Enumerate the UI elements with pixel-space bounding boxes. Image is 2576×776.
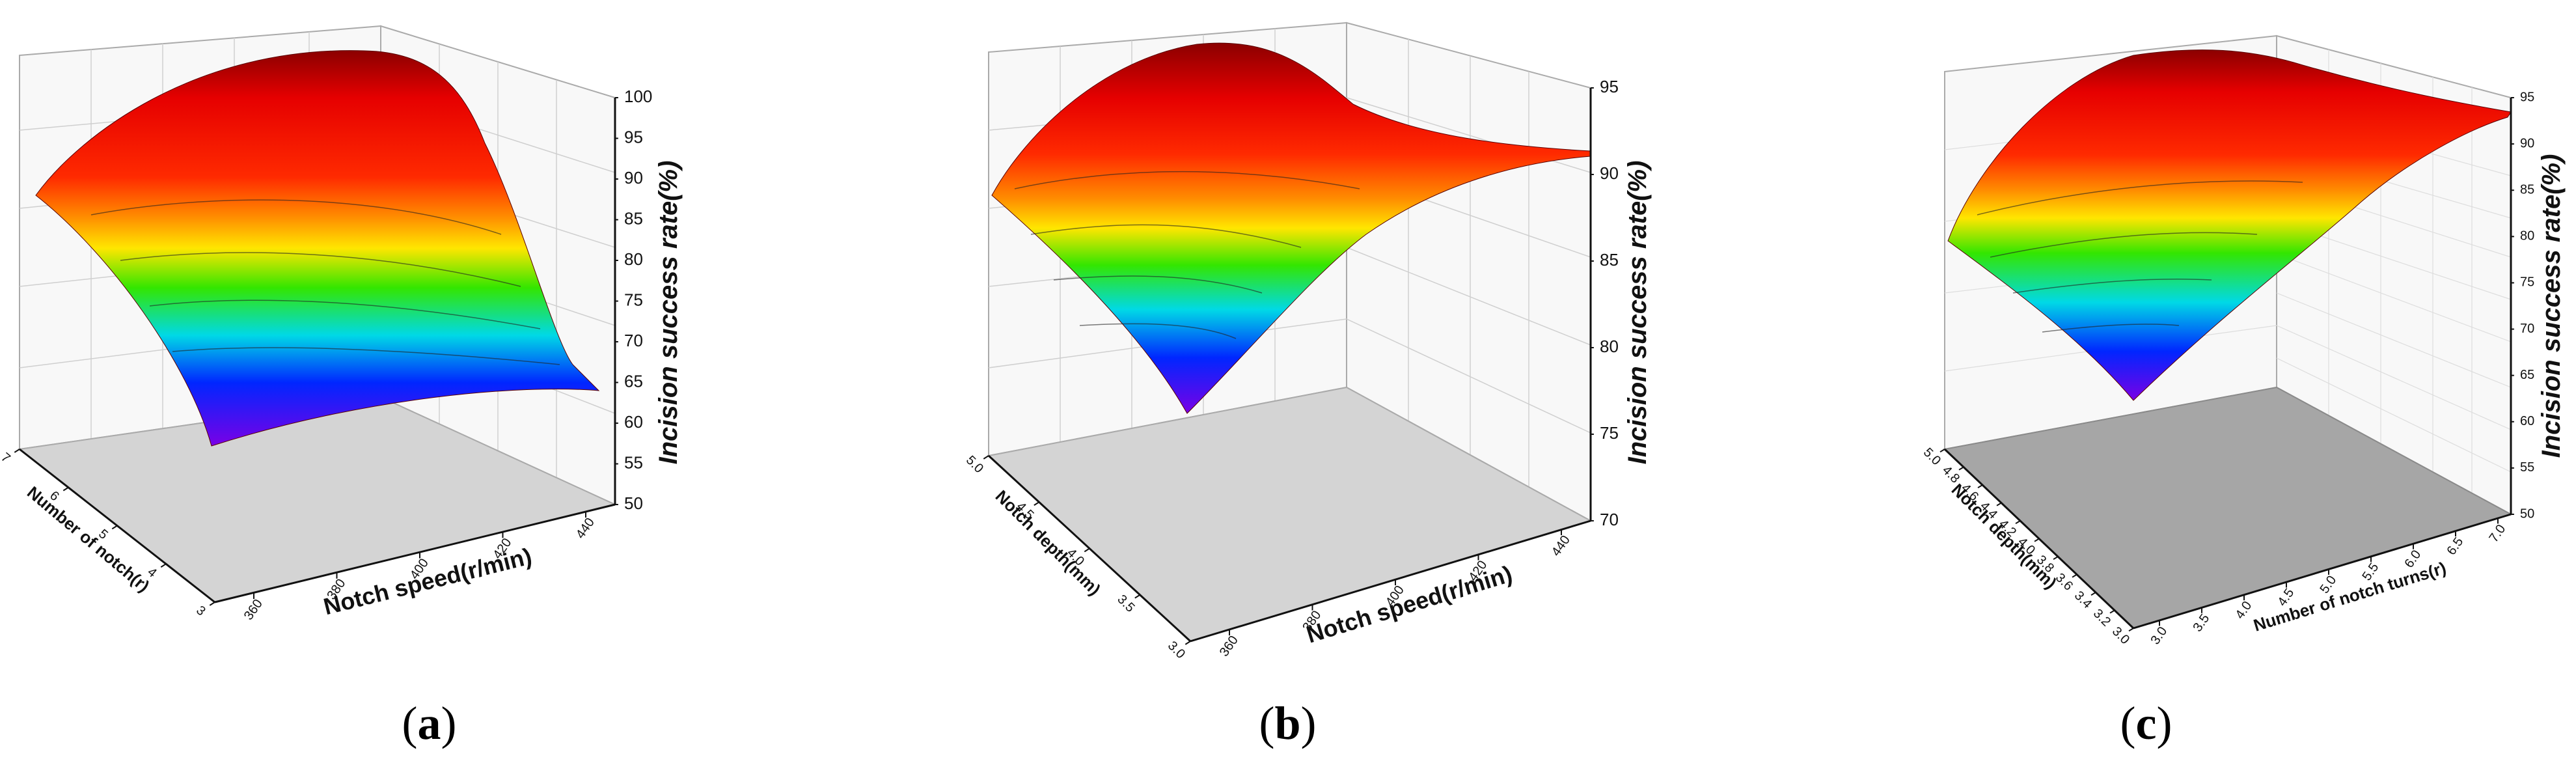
tick-mark [1134,594,1141,599]
tick-mark [1958,466,1964,471]
tick-label: 55 [2520,460,2534,475]
tick-label: 85 [1600,250,1619,270]
tick-label: 3 [193,603,208,618]
surface-contours [90,199,560,365]
tick-label: 7.0 [2486,522,2508,545]
tick-label: 75 [2520,275,2534,290]
tick-label: 65 [624,371,643,391]
tick-mark [1034,501,1040,506]
tick-label: 60 [2520,414,2534,428]
tick-mark [111,525,118,530]
tick-mark [2053,556,2059,561]
panel-a: 50 55 60 65 70 75 80 85 90 95 100 Incision success… [0,0,858,776]
tick-label: 70 [624,331,643,350]
tick-label: 3.2 [2090,606,2113,629]
tick-label: 7 [0,450,13,465]
tick-mark [14,449,20,453]
y-axis-line [214,503,616,603]
z-axis-label: Incision success rate(%) [2537,154,2566,458]
tick-label: 360 [241,597,266,623]
response-surface [1947,49,2512,401]
tick-label: 75 [624,290,643,309]
tick-mark [1185,641,1191,645]
tick-label: 50 [2520,506,2534,521]
tick-mark [2034,538,2040,542]
tick-mark [1939,449,1945,453]
tick-label: 50 [624,493,643,513]
tick-mark [2109,609,2115,614]
response-surface [991,42,1591,414]
tick-label: 3.5 [1114,592,1137,615]
surface-chart-b: 70 75 80 85 90 95 Incision success rate(%) 5.… [963,21,1652,661]
y-axis-line [1190,520,1591,643]
tick-mark [2128,628,2134,632]
z-axis-label: Incision success rate(%) [1623,161,1652,465]
tick-mark [2015,520,2021,525]
surface-chart-c: 50 55 60 65 70 75 80 85 90 95 Incision success ra… [1921,35,2566,647]
tick-label: 3.4 [2072,589,2094,611]
tick-label: 100 [624,87,652,106]
caption-b: (b) [1259,697,1317,749]
tick-label: 55 [624,452,643,472]
tick-label: 3.0 [2148,624,2170,647]
response-surface [35,50,600,447]
tick-mark [1996,502,2002,506]
tick-label: 95 [624,127,643,146]
tick-label: 80 [624,249,643,269]
tick-label: 90 [624,168,643,187]
tick-label: 70 [1600,510,1619,529]
tick-mark [209,602,215,606]
panel-c: 50 55 60 65 70 75 80 85 90 95 Incision success ra… [1717,0,2575,776]
tick-mark [2072,574,2077,578]
surface-chart-a: 50 55 60 65 70 75 80 85 90 95 100 Incision success… [0,25,683,623]
tick-label: 3.0 [2109,624,2132,647]
caption-c: (c) [2120,697,2172,749]
z-axis-label: Incision success rate(%) [654,161,683,465]
tick-mark [62,486,69,492]
surface-contours [1014,171,1360,339]
tick-label: 360 [1217,633,1241,659]
tick-mark [1977,484,1983,489]
caption-a: (a) [402,697,457,749]
z-ticks-a: 50 55 60 65 70 75 80 85 90 95 100 [615,87,652,513]
tick-label: 440 [573,516,597,542]
tick-label: 85 [624,208,643,228]
tick-label: 3.0 [1165,639,1188,661]
tick-label: 80 [1600,337,1619,356]
tick-mark [1084,547,1090,553]
tick-label: 5.0 [963,453,986,476]
y-axis-line [2133,513,2512,630]
tick-mark [983,455,989,460]
tick-mark [2090,592,2096,596]
tick-label: 60 [624,412,643,432]
tick-label: 75 [1600,423,1619,443]
z-ticks-c: 50 55 60 65 70 75 80 85 90 95 [2511,90,2534,521]
tick-label: 3.5 [2190,611,2212,634]
tick-label: 440 [1549,533,1573,559]
tick-label: 95 [1600,77,1619,96]
tick-label: 85 [2520,183,2534,197]
tick-label: 95 [2520,90,2534,104]
tick-label: 65 [2520,368,2534,382]
panel-b: 70 75 80 85 90 95 Incision success rate(%) 5.… [858,0,1717,776]
surface-contours [1977,180,2303,333]
tick-label: 5.0 [1921,445,1943,468]
tick-label: 70 [2520,322,2534,336]
tick-label: 80 [2520,229,2534,243]
tick-mark [160,563,167,568]
tick-label: 90 [2520,136,2534,150]
z-ticks-b: 70 75 80 85 90 95 [1591,77,1619,529]
tick-label: 6.5 [2444,535,2466,558]
tick-label: 90 [1600,163,1619,183]
